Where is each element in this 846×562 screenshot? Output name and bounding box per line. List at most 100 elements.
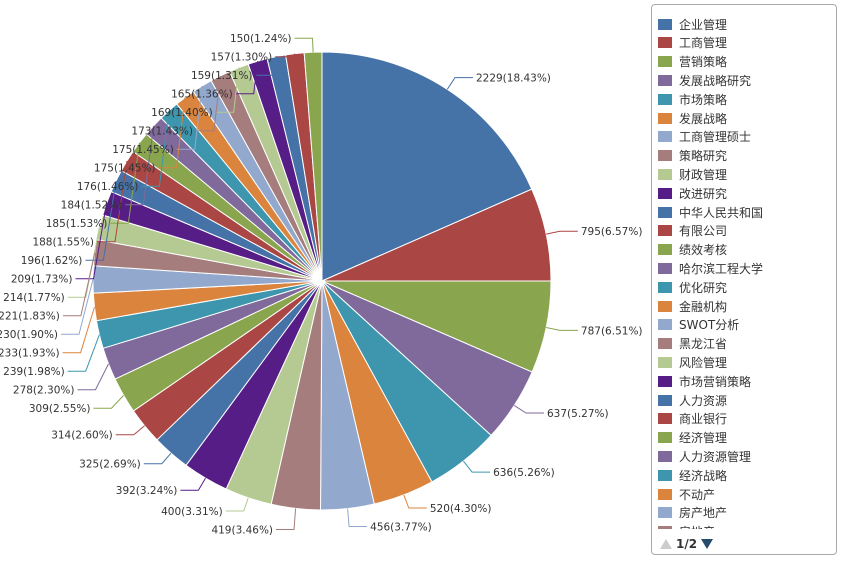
leader-line	[215, 67, 240, 113]
legend-item[interactable]: 发展战略	[658, 109, 727, 127]
legend-swatch	[658, 394, 672, 406]
leader-line	[235, 61, 259, 95]
legend-item[interactable]: 商业银行	[658, 410, 727, 428]
data-label: 400(3.31%)	[161, 506, 223, 518]
data-label: 392(3.24%)	[116, 485, 178, 497]
legend-item[interactable]: 房地产	[658, 523, 715, 529]
leader-line	[67, 334, 100, 372]
legend-item[interactable]: 风险管理	[658, 353, 727, 371]
legend-swatch	[658, 206, 672, 218]
data-label: 157(1.30%)	[211, 52, 273, 64]
legend-label: 黑龙江省	[679, 337, 728, 352]
leader-line	[62, 252, 96, 317]
legend-item[interactable]: 绩效考核	[658, 241, 727, 259]
legend-swatch	[658, 244, 672, 256]
data-label: 636(5.26%)	[493, 467, 555, 479]
legend-item[interactable]: 人力资源	[658, 391, 727, 409]
legend-item[interactable]: 不动产	[658, 485, 715, 503]
legend-item[interactable]: 工商管理	[658, 34, 727, 52]
legend-swatch	[658, 338, 672, 350]
data-label: 165(1.36%)	[171, 89, 233, 101]
leader-line	[97, 160, 128, 243]
legend-item[interactable]: 发展战略研究	[658, 71, 751, 89]
legend-label: 策略研究	[679, 149, 728, 164]
legend-label: 企业管理	[679, 17, 728, 32]
legend-swatch	[658, 450, 672, 462]
data-label: 787(6.51%)	[581, 325, 643, 337]
legend-item[interactable]: 工商管理硕士	[658, 128, 751, 146]
legend-item[interactable]: 营销策略	[658, 53, 727, 71]
pie-slices	[92, 51, 552, 511]
leader-line	[513, 404, 544, 414]
legend-swatch	[658, 168, 672, 180]
legend-swatch	[658, 56, 672, 68]
leader-line	[158, 97, 186, 169]
data-label: 314(2.60%)	[51, 430, 113, 442]
legend-label: 房产地产	[679, 506, 728, 521]
legend-item[interactable]: 改进研究	[658, 184, 727, 202]
pie-slice[interactable]	[321, 51, 533, 282]
data-label: 230(1.90%)	[0, 329, 58, 341]
legend-swatch	[658, 112, 672, 124]
data-label: 209(1.73%)	[11, 274, 73, 286]
legend-label: 有限公司	[679, 224, 728, 239]
leader-line	[196, 75, 221, 132]
legend-next-arrow-icon[interactable]	[701, 539, 714, 549]
legend-swatch	[658, 37, 672, 49]
legend-label: 工商管理硕士	[679, 130, 752, 145]
legend-label: 优化研究	[679, 280, 728, 295]
leader-line	[85, 180, 117, 261]
data-label: 184(1.52%)	[61, 200, 123, 212]
legend-item[interactable]: 中华人民共和国	[658, 203, 763, 221]
data-label: 169(1.40%)	[151, 107, 213, 119]
leader-line	[75, 203, 108, 280]
legend-item[interactable]: 财政管理	[658, 165, 727, 183]
legend-label: 营销策略	[679, 55, 728, 70]
legend-label: 经济战略	[679, 468, 728, 483]
legend-item[interactable]: 市场策略	[658, 90, 727, 108]
leader-line	[67, 227, 100, 298]
legend-item[interactable]: 人力资源管理	[658, 447, 751, 465]
data-label: 456(3.77%)	[370, 521, 432, 533]
legend-swatch	[658, 262, 672, 274]
legend-item[interactable]: SWOT分析	[658, 316, 739, 334]
legend-label: 改进研究	[679, 186, 728, 201]
data-label: 233(1.93%)	[0, 348, 60, 360]
leader-line	[93, 395, 124, 409]
legend-item[interactable]: 有限公司	[658, 222, 727, 240]
data-label: 325(2.69%)	[79, 459, 141, 471]
legend-item[interactable]: 金融机构	[658, 297, 727, 315]
legend-swatch	[658, 488, 672, 500]
data-label: 188(1.55%)	[32, 237, 94, 249]
legend-prev-arrow-icon[interactable]	[660, 539, 672, 549]
legend-item[interactable]: 优化研究	[658, 278, 727, 296]
leader-line	[77, 363, 109, 391]
legend-swatch	[658, 432, 672, 444]
data-label: 173(1.43%)	[131, 126, 193, 138]
legend-label: 不动产	[679, 487, 716, 502]
data-label: 637(5.27%)	[547, 408, 609, 420]
legend-label: 人力资源	[679, 393, 728, 408]
leader-line	[276, 508, 297, 530]
leader-line	[347, 508, 368, 527]
leader-line	[61, 279, 94, 335]
legend-item[interactable]: 经济战略	[658, 466, 727, 484]
legend-swatch	[658, 413, 672, 425]
legend-item[interactable]: 市场营销策略	[658, 372, 751, 390]
legend-item[interactable]: 企业管理	[658, 15, 727, 33]
legend-label: 发展战略研究	[679, 73, 752, 88]
data-label: 150(1.24%)	[230, 33, 292, 45]
data-label: 278(2.30%)	[13, 385, 75, 397]
leader-line	[143, 452, 172, 465]
legend-item[interactable]: 哈尔滨工程大学	[658, 259, 763, 277]
legend-item[interactable]: 经济管理	[658, 429, 727, 447]
legend-item[interactable]: 策略研究	[658, 147, 727, 165]
legend-item[interactable]: 房产地产	[658, 504, 727, 522]
legend-page-indicator: 1/2	[676, 537, 698, 551]
legend-swatch	[658, 300, 672, 312]
legend-item[interactable]: 黑龙江省	[658, 335, 727, 353]
data-label: 2229(18.43%)	[476, 73, 551, 85]
legend-swatch	[658, 526, 672, 529]
legend-label: 中华人民共和国	[679, 205, 764, 220]
